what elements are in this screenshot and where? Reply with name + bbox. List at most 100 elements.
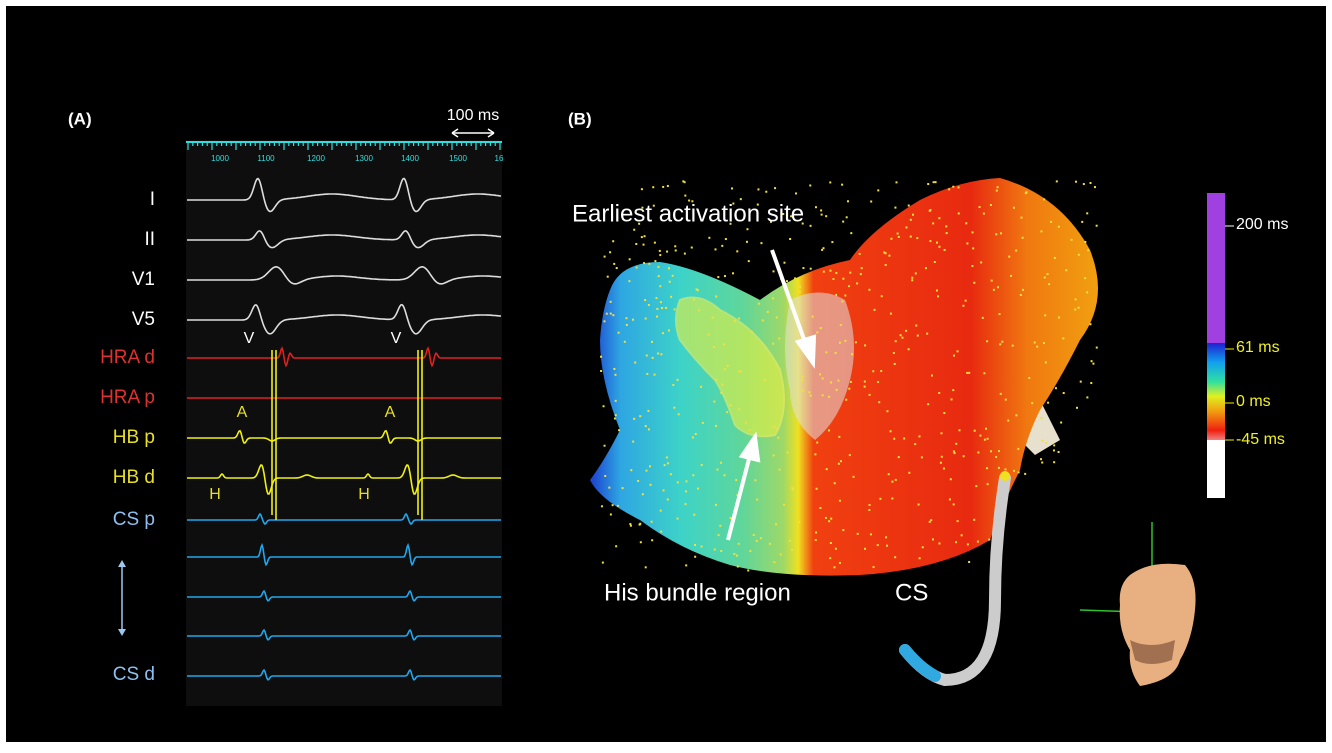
mapping-point (610, 313, 612, 315)
mapping-point (776, 317, 778, 319)
mapping-point (925, 267, 927, 269)
mapping-point (936, 290, 938, 292)
mapping-point (955, 443, 957, 445)
mapping-point (1074, 308, 1076, 310)
mapping-point (911, 279, 913, 281)
ruler-label: 16 (495, 154, 504, 163)
mapping-point (646, 354, 648, 356)
mapping-point (652, 357, 654, 359)
mapping-point (712, 317, 714, 319)
mapping-point (831, 241, 833, 243)
mapping-point (616, 267, 618, 269)
mapping-point (874, 309, 876, 311)
mapping-point (670, 296, 672, 298)
mapping-point (1096, 225, 1098, 227)
mapping-point (1096, 347, 1098, 349)
mapping-point (677, 481, 679, 483)
mapping-point (895, 479, 897, 481)
mapping-point (842, 278, 844, 280)
mapping-point (810, 225, 812, 227)
mapping-point (1050, 221, 1052, 223)
mapping-point (685, 564, 687, 566)
mapping-point (878, 401, 880, 403)
mapping-point (746, 241, 748, 243)
mapping-point (1090, 382, 1092, 384)
mapping-point (877, 381, 879, 383)
mapping-point (795, 192, 797, 194)
mapping-point (749, 429, 751, 431)
mapping-point (917, 335, 919, 337)
mapping-point (891, 481, 893, 483)
mapping-point (950, 478, 952, 480)
mapping-point (918, 504, 920, 506)
mapping-point (639, 524, 641, 526)
mapping-point (938, 246, 940, 248)
mapping-point (1040, 230, 1042, 232)
mapping-point (861, 267, 863, 269)
mapping-point (644, 235, 646, 237)
mapping-point (651, 341, 653, 343)
mapping-point (828, 396, 830, 398)
mapping-point (951, 398, 953, 400)
mapping-point (991, 280, 993, 282)
mapping-point (720, 550, 722, 552)
mapping-point (691, 247, 693, 249)
mapping-point (958, 186, 960, 188)
mapping-point (648, 304, 650, 306)
mapping-point (720, 392, 722, 394)
annotation: V (391, 330, 402, 347)
mapping-point (659, 250, 661, 252)
mapping-point (1015, 250, 1017, 252)
mapping-point (626, 324, 628, 326)
mapping-point (713, 401, 715, 403)
mapping-point (968, 372, 970, 374)
mapping-point (829, 181, 831, 183)
mapping-point (1017, 448, 1019, 450)
mapping-point (912, 214, 914, 216)
mapping-point (614, 418, 616, 420)
mapping-point (966, 242, 968, 244)
mapping-point (842, 221, 844, 223)
mapping-point (614, 374, 616, 376)
mapping-point (618, 429, 620, 431)
mapping-point (749, 550, 751, 552)
mapping-point (1058, 316, 1060, 318)
mapping-point (1013, 470, 1015, 472)
mapping-point (973, 282, 975, 284)
mapping-point (675, 249, 677, 251)
scale-label: 100 ms (447, 107, 499, 124)
mapping-point (1048, 283, 1050, 285)
mapping-point (738, 318, 740, 320)
mapping-point (903, 437, 905, 439)
mapping-point (881, 295, 883, 297)
mapping-point (905, 226, 907, 228)
mapping-point (659, 285, 661, 287)
mapping-point (914, 443, 916, 445)
ruler-label: 1400 (401, 154, 419, 163)
mapping-point (1020, 294, 1022, 296)
mapping-point (826, 468, 828, 470)
mapping-point (840, 324, 842, 326)
mapping-point (922, 546, 924, 548)
mapping-point (718, 534, 720, 536)
mapping-point (1062, 337, 1064, 339)
mapping-point (857, 533, 859, 535)
mapping-point (932, 538, 934, 540)
mapping-point (769, 543, 771, 545)
mapping-point (1076, 407, 1078, 409)
mapping-point (940, 462, 942, 464)
mapping-point (725, 238, 727, 240)
colorbar-label: 200 ms (1236, 216, 1288, 233)
mapping-point (646, 470, 648, 472)
mapping-point (908, 472, 910, 474)
mapping-point (674, 245, 676, 247)
mapping-point (851, 353, 853, 355)
mapping-point (1005, 399, 1007, 401)
mapping-point (654, 260, 656, 262)
mapping-point (997, 186, 999, 188)
mapping-point (929, 240, 931, 242)
channel-label: HB d (113, 467, 155, 488)
mapping-point (819, 373, 821, 375)
mapping-point (1086, 291, 1088, 293)
mapping-point (658, 275, 660, 277)
